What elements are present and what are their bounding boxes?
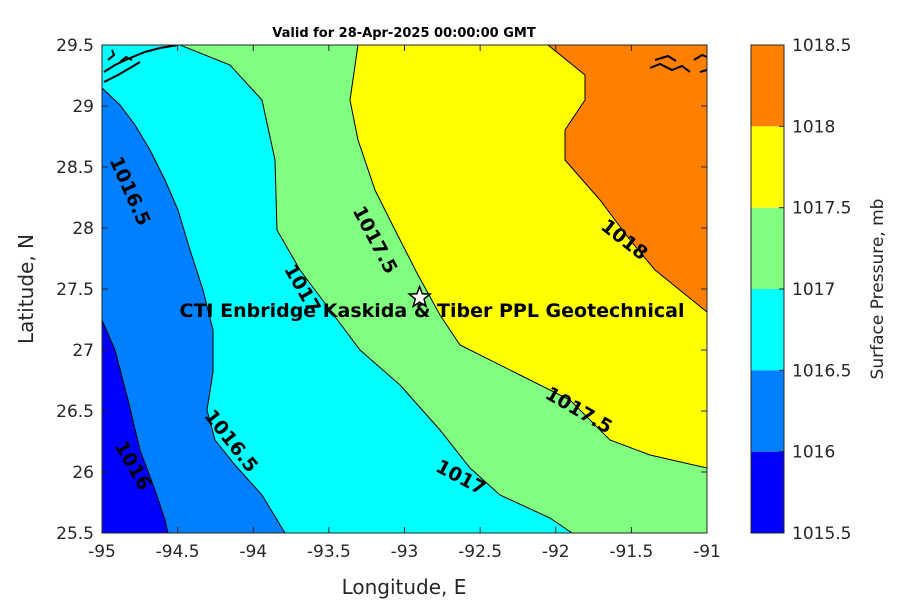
x-axis-title: Longitude, E <box>342 575 467 599</box>
x-tick-label: -93 <box>391 542 419 562</box>
colorbar-tick-label: 1015.5 <box>792 524 851 544</box>
x-tick-label: -94 <box>239 542 267 562</box>
x-tick-label: -91.5 <box>609 542 653 562</box>
colorbar-tick-label: 1017.5 <box>792 199 851 219</box>
colorbar-segment <box>751 451 784 533</box>
y-tick-label: 25.5 <box>56 524 94 544</box>
y-tick-label: 26.5 <box>56 402 94 422</box>
contour-map <box>102 45 707 533</box>
y-tick-label: 27.5 <box>56 280 94 300</box>
coastline <box>103 45 707 83</box>
x-tick-label: -92 <box>542 542 570 562</box>
x-tick-label: -94.5 <box>156 542 200 562</box>
colorbar-segment <box>751 126 784 208</box>
colorbar-segment <box>751 289 784 371</box>
colorbar-segment <box>751 45 784 127</box>
colorbar-tick-label: 1018 <box>792 117 835 137</box>
band-1015.5-1016 <box>102 319 169 533</box>
x-tick-label: -91 <box>693 542 721 562</box>
colorbar-tick-label: 1018.5 <box>792 36 851 56</box>
y-axis-title: Latitude, N <box>14 234 38 344</box>
colorbar-segment <box>751 370 784 452</box>
colorbar-tick-label: 1016.5 <box>792 361 851 381</box>
band-1018-1018.5 <box>547 45 707 313</box>
y-tick-label: 28.5 <box>56 158 94 178</box>
y-tick-label: 29.5 <box>56 36 94 56</box>
colorbar-tick-label: 1017 <box>792 280 835 300</box>
x-tick-label: -95 <box>88 542 116 562</box>
y-tick-label: 27 <box>72 341 94 361</box>
colorbar: 1015.5 1016 1016.5 1017 1017.5 1018 1018.5 <box>750 36 851 544</box>
x-tick-label: -92.5 <box>458 542 502 562</box>
plot-title: Valid for 28-Apr-2025 00:00:00 GMT <box>272 26 536 41</box>
y-tick-label: 28 <box>72 219 94 239</box>
colorbar-title: Surface Pressure, mb <box>868 199 888 380</box>
site-layer: CTI Enbridge Kaskida & Tiber PPL Geotech… <box>180 284 685 322</box>
y-ticks: 25.5 26 26.5 27 27.5 28 28.5 29 29.5 <box>56 36 707 544</box>
site-annotation: CTI Enbridge Kaskida & Tiber PPL Geotech… <box>180 300 685 322</box>
colorbar-tick-label: 1016 <box>792 443 835 463</box>
y-tick-label: 26 <box>72 463 94 483</box>
site-star-icon <box>407 284 433 309</box>
x-tick-label: -93.5 <box>307 542 351 562</box>
y-tick-label: 29 <box>72 97 94 117</box>
x-ticks: -95 -94.5 -94 -93.5 -93 -92.5 -92 -91.5 -91 <box>88 45 721 562</box>
colorbar-segment <box>751 207 784 289</box>
